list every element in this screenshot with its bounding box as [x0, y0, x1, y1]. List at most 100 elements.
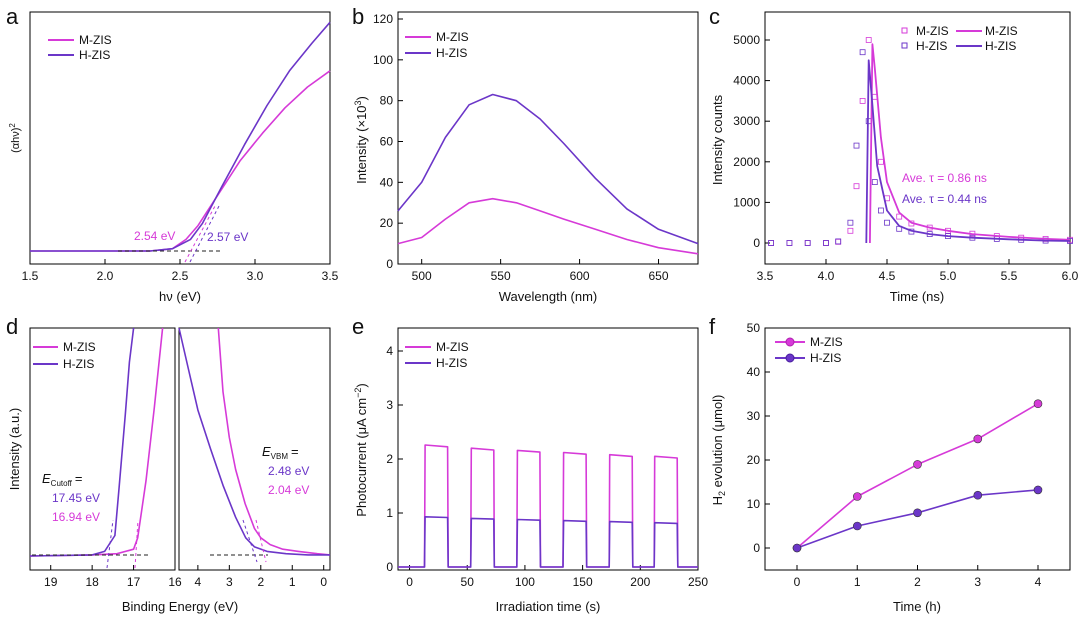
legend-label-m-points: M-ZIS: [916, 24, 949, 38]
d-xl-tick-label-1: 18: [85, 575, 99, 589]
legend-label-m: M-ZIS: [436, 30, 469, 44]
c-m-point-12: [896, 213, 903, 220]
f-line-m-zis: [796, 403, 1039, 549]
c-m-point-8: [865, 37, 872, 43]
panel-c-annotation-h: Ave. τ = 0.44 ns: [902, 192, 987, 206]
panel-f-legend: M-ZIS H-ZIS: [775, 335, 843, 365]
e-x-tick-label-1: 50: [461, 575, 475, 589]
f-x-tick-label-4: 4: [1035, 575, 1042, 589]
e-y-tick-label-2: 2: [386, 452, 393, 466]
b-x-tick-label-0: 500: [412, 269, 432, 283]
panel-c-annotation-m: Ave. τ = 0.86 ns: [902, 171, 987, 185]
b-y-tick-label-5: 100: [373, 53, 393, 67]
panel-b-legend: M-ZIS H-ZIS: [405, 30, 469, 60]
a-x-tick-label-3: 3.0: [247, 269, 264, 283]
d-xr-tick-label-4: 0: [320, 575, 327, 589]
panel-a-m-tangent: [184, 205, 216, 263]
f-point-h-zis-2: [913, 508, 922, 518]
c-m-point-3: [823, 240, 829, 246]
c-m-point-5: [847, 227, 854, 234]
e-y-tick-label-0: 0: [386, 560, 393, 574]
d-right-h-zis: [178, 327, 330, 556]
f-y-tick-label-5: 50: [747, 321, 761, 335]
a-x-tick-label-1: 2.0: [97, 269, 114, 283]
legend-label-m: M-ZIS: [436, 340, 469, 354]
panel-e-xlabel: Irradiation time (s): [496, 599, 601, 614]
panel-a-xlabel: hν (eV): [159, 289, 201, 304]
e-series-h-zis: [398, 516, 698, 568]
f-y-tick-label-3: 30: [747, 409, 761, 423]
panel-e-axes: [397, 327, 699, 571]
panel-d-m-cutoff-tangent: [134, 519, 139, 569]
e-x-tick-label-2: 100: [515, 575, 535, 589]
e-x-tick-label-0: 0: [406, 575, 413, 589]
vbm-value-h: 2.48 eV: [268, 464, 309, 478]
panel-f-yticks: 0 10 20 30 40 50: [747, 321, 770, 555]
c-x-tick-label-1: 4.0: [818, 269, 835, 283]
d-xr-tick-label-3: 1: [289, 575, 296, 589]
c-y-tick-label-0: 0: [753, 236, 760, 250]
b-y-tick-label-4: 80: [380, 94, 394, 108]
b-y-tick-label-2: 40: [380, 175, 394, 189]
legend-label-h: H-ZIS: [810, 351, 841, 365]
e-x-tick-label-3: 150: [573, 575, 593, 589]
panel-b-letter: b: [352, 4, 364, 29]
f-y-tick-label-1: 10: [747, 497, 761, 511]
c-y-tick-label-1: 1000: [733, 195, 760, 209]
panel-f: f 0 1 2 3 4 0 10 20 30 40 50 Time (h) H2 evolutio…: [709, 314, 1071, 614]
f-point-h-zis-3: [973, 490, 983, 500]
b-y-tick-label-1: 20: [380, 216, 394, 230]
a-series-h-zis: [30, 21, 331, 252]
panel-a-series: [30, 21, 331, 252]
b-series-m-zis: [397, 197, 699, 255]
panel-f-xlabel: Time (h): [893, 599, 941, 614]
legend-label-h-fit: H-ZIS: [985, 39, 1016, 53]
d-xl-tick-label-0: 19: [44, 575, 58, 589]
legend-label-m: M-ZIS: [79, 33, 112, 47]
c-h-point-11: [884, 219, 890, 226]
f-point-h-zis-0: [792, 543, 802, 553]
c-h-point-6: [853, 142, 860, 149]
panel-d-m-vbm-tangent: [255, 519, 267, 563]
c-h-point-7: [859, 49, 866, 56]
a-series-m-zis: [30, 70, 331, 252]
c-y-tick-label-2: 2000: [733, 155, 760, 169]
panel-a-annotation-h: 2.57 eV: [207, 230, 248, 244]
legend-marker-h: [785, 353, 795, 363]
c-x-tick-label-3: 5.0: [940, 269, 957, 283]
b-x-tick-label-1: 550: [491, 269, 511, 283]
panel-e-yticks: 0 1 2 3 4: [386, 344, 403, 574]
legend-marker-m: [901, 27, 908, 34]
panel-c-xlabel: Time (ns): [890, 289, 944, 304]
e-series-m-zis: [398, 444, 698, 568]
c-h-point-3: [823, 240, 829, 246]
c-m-point-10: [878, 158, 884, 165]
legend-label-m: M-ZIS: [810, 335, 843, 349]
a-x-tick-label-2: 2.5: [172, 269, 189, 283]
b-y-tick-label-0: 0: [386, 257, 393, 271]
c-m-point-6: [853, 183, 860, 190]
panel-d-legend: M-ZIS H-ZIS: [33, 340, 96, 371]
c-x-tick-label-2: 4.5: [879, 269, 896, 283]
c-h-point-1: [786, 240, 793, 246]
panel-c-yticks: 0 1000 2000 3000 4000 5000: [733, 33, 770, 250]
e-x-tick-label-5: 250: [688, 575, 708, 589]
panel-c-xticks: 3.5 4.0 4.5 5.0 5.5 6.0: [757, 259, 1079, 283]
e-y-tick-label-3: 3: [386, 398, 393, 412]
f-x-tick-label-1: 1: [854, 575, 861, 589]
panel-a-ylabel: (αhν)2: [8, 123, 22, 153]
panel-d-h-cutoff-tangent: [106, 519, 114, 569]
c-h-point-2: [804, 240, 811, 246]
panel-f-ylabel: H2 evolution (μmol): [710, 395, 727, 506]
legend-label-m: M-ZIS: [63, 340, 96, 354]
panel-d: d 19 18 17 16 4 3 2 1 0 Binding Energy (eV) Inte…: [6, 314, 331, 614]
panel-d-xticks: 19 18 17 16 4 3 2 1 0: [44, 565, 327, 589]
panel-e-letter: e: [352, 314, 364, 339]
panel-c-axes: [764, 11, 1071, 265]
panel-e-xticks: 0 50 100 150 200 250: [406, 565, 708, 589]
panel-a-annotation-m: 2.54 eV: [134, 229, 175, 243]
panel-d-axes-left: [29, 327, 176, 571]
cutoff-value-h: 17.45 eV: [52, 491, 100, 505]
panel-a-legend: M-ZIS H-ZIS: [48, 33, 112, 62]
